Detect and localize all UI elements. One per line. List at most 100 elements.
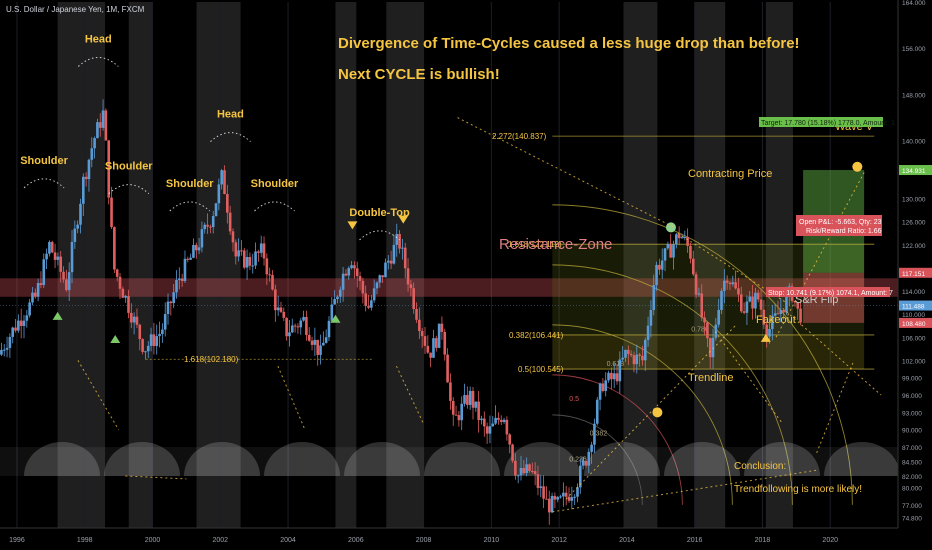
fib-levels: 2.272(140.837) 1.618(122.112) 0.382(106.44… xyxy=(145,132,875,374)
candle-body xyxy=(39,283,43,286)
cycle-arc xyxy=(104,441,180,476)
cycle-arc xyxy=(344,441,420,476)
candle-body xyxy=(259,243,263,253)
pattern-arc xyxy=(169,201,211,212)
price-tick: 93.000 xyxy=(902,410,922,417)
candle-body xyxy=(418,319,421,332)
candle-body xyxy=(649,309,653,326)
candle-body xyxy=(48,241,51,254)
candle-body xyxy=(299,320,303,328)
cycle-band xyxy=(128,2,153,528)
candle-body xyxy=(768,328,771,337)
fib-arc xyxy=(552,264,793,505)
pattern-arc xyxy=(359,230,400,241)
candle-body xyxy=(406,268,410,285)
cycle-band xyxy=(335,2,356,528)
time-tick: 1996 xyxy=(9,537,25,544)
candle-body xyxy=(511,444,514,461)
candle-body xyxy=(660,260,664,270)
candle-body xyxy=(443,331,447,355)
candle-body xyxy=(593,423,596,445)
candle-body xyxy=(22,320,26,326)
candle-body xyxy=(703,317,706,323)
candle-body xyxy=(658,264,661,270)
price-tick: 122.000 xyxy=(902,243,926,250)
price-tick: 164.000 xyxy=(902,0,926,7)
candle-body xyxy=(200,229,204,248)
candle-body xyxy=(401,247,404,249)
candle-body xyxy=(186,258,190,260)
fib-arcs: 0.786 0.618 0.5 0.382 0.236 xyxy=(552,204,853,505)
price-tick: 90.000 xyxy=(902,428,922,435)
candle-body xyxy=(316,339,319,355)
candle-body xyxy=(169,301,173,304)
candle-body xyxy=(525,464,528,474)
candle-body xyxy=(680,237,684,239)
stop-text: Stop: 10.741 (9.17%) 1074.1, Amount: 7 xyxy=(768,290,893,297)
candle-body xyxy=(31,292,34,303)
conclusion-body: Trendfollowing is more likely! xyxy=(734,484,862,495)
candle-body xyxy=(502,419,506,422)
candle-body xyxy=(149,334,153,346)
pattern-arc xyxy=(23,178,65,189)
candle-body xyxy=(745,301,749,313)
resistance-zone-label: Resistance-Zone xyxy=(499,236,612,253)
candle-body xyxy=(434,338,438,348)
candle-body xyxy=(107,140,111,198)
candle-body xyxy=(355,268,359,277)
trendline-marker xyxy=(652,407,663,418)
candle-body xyxy=(587,451,591,466)
candle-body xyxy=(192,244,195,258)
candle-body xyxy=(62,271,65,280)
candle-body xyxy=(579,465,582,488)
trend-line xyxy=(775,172,865,338)
candle-body xyxy=(341,273,345,290)
candle-body xyxy=(624,349,627,358)
candle-body xyxy=(353,265,356,269)
candle-body xyxy=(562,492,565,497)
candle-body xyxy=(542,486,545,499)
price-tick: 156.000 xyxy=(902,46,926,53)
cycle-band xyxy=(196,2,241,528)
candle-body xyxy=(285,317,288,337)
price-tick: 130.000 xyxy=(902,197,926,204)
trend-line xyxy=(125,475,187,480)
candle-body xyxy=(240,250,243,252)
pattern-arc xyxy=(77,56,119,67)
candle-body xyxy=(785,294,788,313)
shoulder-marker xyxy=(52,311,63,320)
candle-body xyxy=(324,337,328,343)
target-text: Target: 17.780 (15.18%) 1778.0, Amount: … xyxy=(761,120,895,127)
candle-body xyxy=(234,242,238,257)
candle-body xyxy=(11,327,15,337)
candle-body xyxy=(19,320,23,326)
time-tick: 1998 xyxy=(77,537,93,544)
candle-body xyxy=(437,323,441,348)
candle-body xyxy=(135,316,139,325)
candle-body xyxy=(220,170,223,185)
candle-body xyxy=(717,309,720,325)
candle-body xyxy=(491,423,495,427)
candle-body xyxy=(237,250,240,257)
fib-arc xyxy=(552,374,683,505)
candle-body xyxy=(528,464,531,471)
candle-body xyxy=(426,345,430,353)
candle-body xyxy=(59,256,63,272)
candle-body xyxy=(398,233,401,249)
cycle-arc xyxy=(744,441,820,476)
candle-body xyxy=(454,414,458,416)
candle-body xyxy=(130,312,133,323)
fib-arc xyxy=(552,324,733,505)
candle-body xyxy=(739,294,743,312)
cycle-band xyxy=(623,2,658,528)
cycle-arc xyxy=(24,441,100,476)
candle-body xyxy=(178,278,181,281)
candle-body xyxy=(384,262,387,278)
cycle-band xyxy=(57,2,106,528)
candle-body xyxy=(539,486,543,488)
pattern-arc xyxy=(210,132,251,142)
price-tag xyxy=(899,267,932,278)
candle-body xyxy=(604,380,608,391)
candle-body xyxy=(663,248,667,261)
candle-body xyxy=(686,236,689,246)
